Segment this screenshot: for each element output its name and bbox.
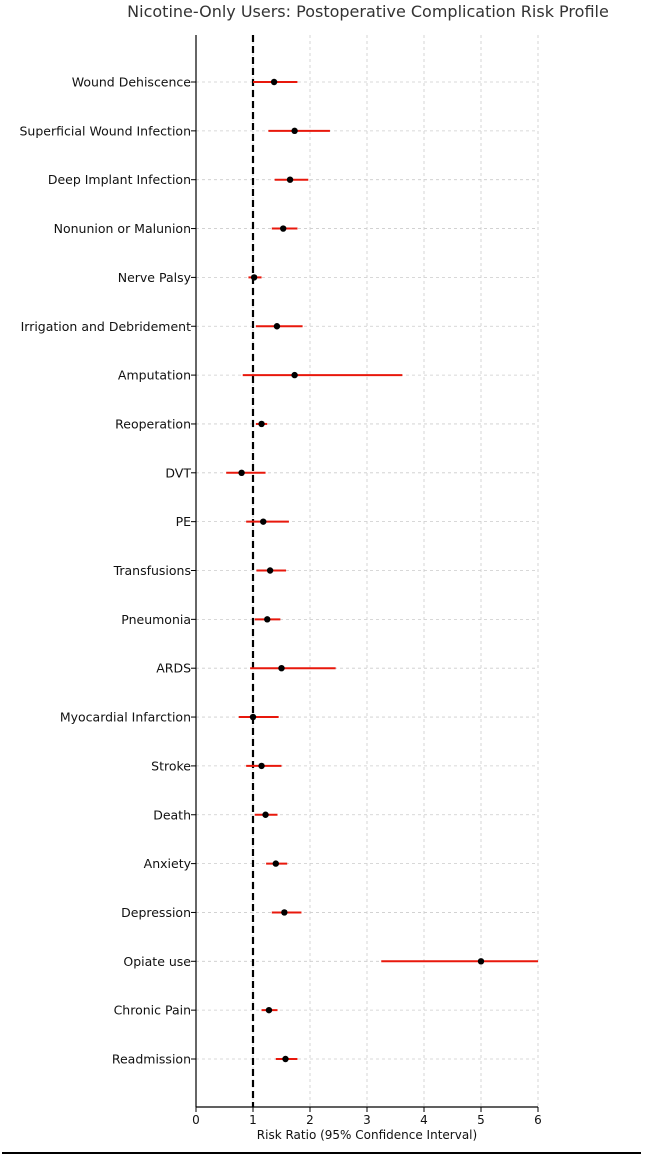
row-label: Reoperation [115,416,191,431]
risk-ratio-point [250,274,258,281]
forest-row: Nerve Palsy [118,270,262,285]
risk-ratio-point [238,469,245,476]
forest-row: DVT [165,465,266,480]
x-tick-label: 0 [192,1113,200,1127]
row-label: ARDS [156,661,191,676]
x-tick-label: 3 [363,1113,371,1127]
risk-ratio-point [282,1055,289,1063]
risk-ratio-point [258,762,265,770]
row-label: PE [176,514,192,529]
risk-ratio-point [291,371,298,379]
forest-row: Irrigation and Debridement [21,319,303,334]
forest-row: Myocardial Infarction [60,710,279,725]
axes: 0 1 2 3 4 5 6 [192,35,542,1127]
risk-ratio-point [291,127,298,135]
forest-row: Reoperation [115,416,268,431]
x-tick-label: 5 [477,1113,485,1127]
row-label: Chronic Pain [114,1003,191,1018]
risk-ratio-point [262,811,269,818]
row-label: Opiate use [123,954,191,969]
row-label: Depression [121,905,191,920]
chart-title: Nicotine-Only Users: Postoperative Compl… [127,2,609,21]
row-label: Nonunion or Malunion [54,221,191,236]
row-label: Amputation [118,368,191,383]
forest-row: ARDS [156,661,336,676]
risk-ratio-point [280,225,287,232]
forest-row: Pneumonia [121,612,281,627]
risk-ratio-point [264,616,271,623]
forest-row: Death [153,807,278,822]
row-label: Myocardial Infarction [60,710,191,725]
risk-ratio-point [266,567,274,574]
x-tick-label: 6 [534,1113,542,1127]
risk-ratio-point [272,860,279,867]
forest-row: Depression [121,905,302,920]
forest-row: Readmission [112,1052,298,1067]
risk-ratio-point [477,958,485,965]
row-label: Anxiety [144,856,192,871]
x-tick-label: 1 [249,1113,257,1127]
forest-row: Nonunion or Malunion [54,221,298,236]
forest-row: Anxiety [144,856,288,871]
risk-ratio-point [286,176,294,183]
risk-ratio-point [273,323,281,330]
data-rows: Wound Dehiscence Superficial Wound Infect… [20,75,538,1067]
row-label: Superficial Wound Infection [20,123,192,138]
forest-row: Amputation [118,368,403,383]
forest-row: Superficial Wound Infection [20,123,330,138]
forest-row: Opiate use [123,954,538,969]
risk-ratio-point [270,78,278,86]
risk-ratio-point [281,909,288,916]
x-tick-label: 4 [420,1113,428,1127]
row-label: Wound Dehiscence [72,75,192,90]
row-label: Stroke [151,758,191,773]
x-tick-label: 2 [306,1113,314,1127]
row-label: Nerve Palsy [118,270,192,285]
x-axis-label: Risk Ratio (95% Confidence Interval) [257,1128,477,1142]
row-label: Readmission [112,1052,191,1067]
grid-lines [195,35,539,1107]
risk-ratio-point [260,518,267,525]
forest-row: Stroke [151,758,282,773]
row-label: Irrigation and Debridement [21,319,191,334]
risk-ratio-point [265,1006,273,1014]
row-label: Transfusions [113,563,191,578]
row-label: Death [153,807,191,822]
forest-row: Deep Implant Infection [48,172,309,187]
risk-ratio-point [258,420,265,428]
row-label: DVT [165,465,191,480]
risk-ratio-point [249,713,257,721]
risk-ratio-point [278,665,285,672]
forest-row: PE [176,514,289,529]
row-label: Deep Implant Infection [48,172,191,187]
forest-row: Chronic Pain [114,1003,278,1018]
forest-row: Transfusions [113,563,287,578]
row-label: Pneumonia [121,612,191,627]
forest-row: Wound Dehiscence [72,75,298,90]
